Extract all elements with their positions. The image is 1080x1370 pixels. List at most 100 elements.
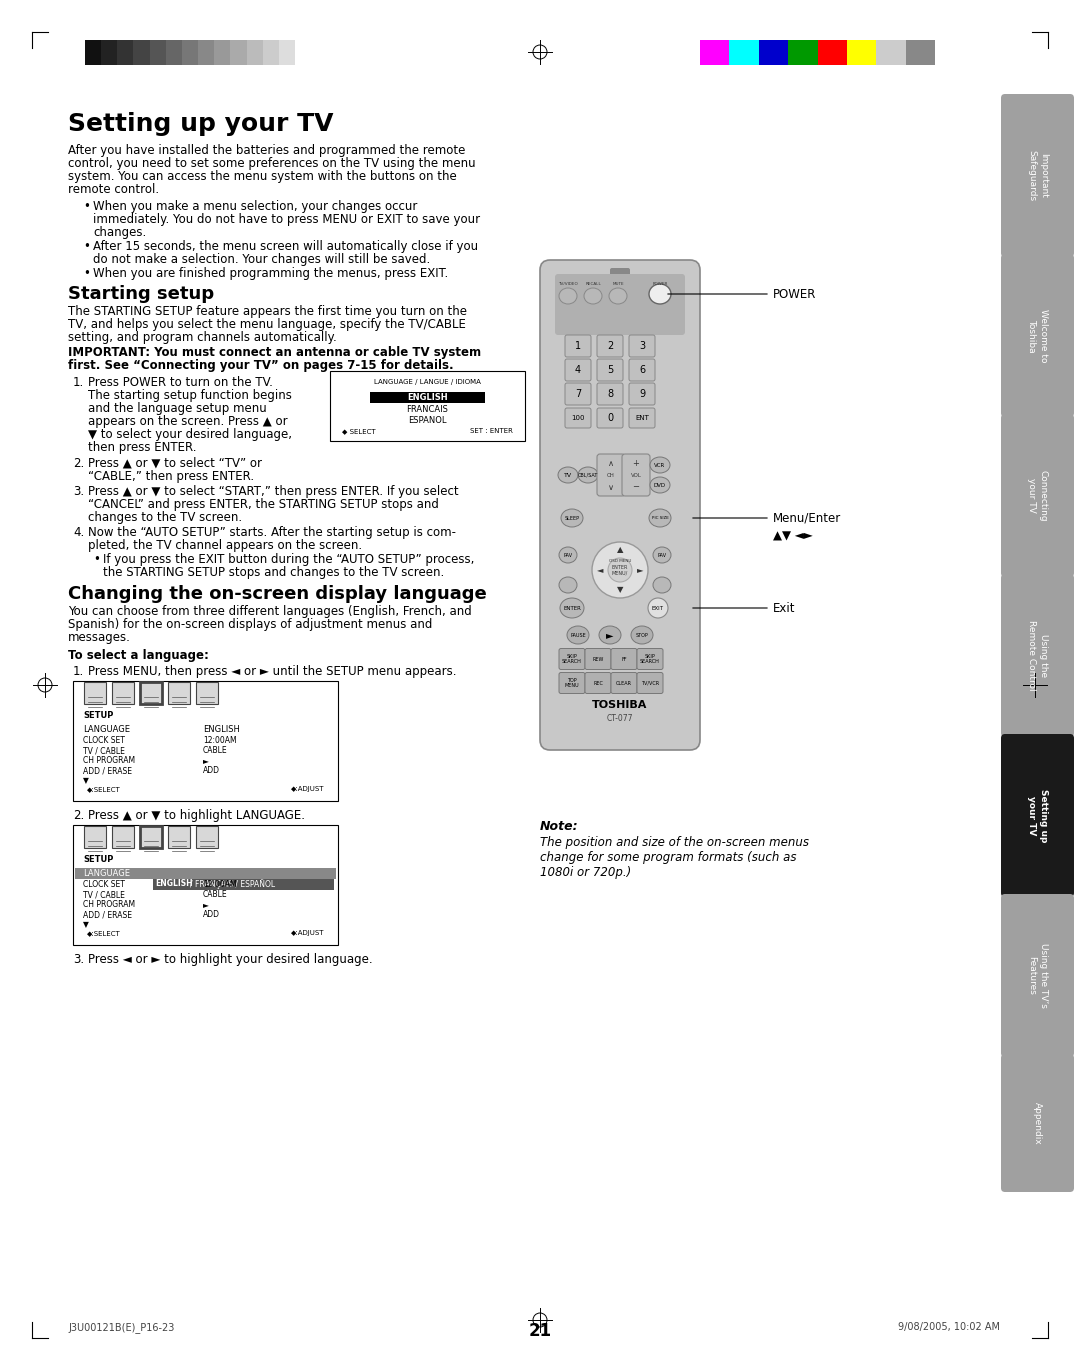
Text: / FRANÇAIS / ESPAÑOL: / FRANÇAIS / ESPAÑOL bbox=[190, 880, 275, 889]
Text: CBL/SAT: CBL/SAT bbox=[578, 473, 598, 478]
Bar bbox=[75, 869, 336, 880]
Text: PAV: PAV bbox=[564, 552, 572, 558]
Text: When you are finished programming the menus, press EXIT.: When you are finished programming the me… bbox=[93, 267, 448, 279]
Bar bbox=[118, 40, 134, 64]
Text: When you make a menu selection, your changes occur: When you make a menu selection, your cha… bbox=[93, 200, 417, 212]
Bar bbox=[370, 392, 485, 403]
Text: SETUP: SETUP bbox=[83, 711, 113, 721]
Text: RECALL: RECALL bbox=[585, 282, 600, 286]
Bar bbox=[330, 371, 525, 441]
Text: PIC SIZE: PIC SIZE bbox=[651, 516, 669, 521]
FancyBboxPatch shape bbox=[622, 453, 650, 496]
FancyBboxPatch shape bbox=[540, 260, 700, 749]
Text: The starting setup function begins: The starting setup function begins bbox=[87, 389, 292, 401]
Text: SLEEP: SLEEP bbox=[565, 515, 580, 521]
Text: REW: REW bbox=[592, 656, 604, 662]
Ellipse shape bbox=[561, 510, 583, 527]
Text: •: • bbox=[83, 200, 90, 212]
Ellipse shape bbox=[650, 458, 670, 473]
Text: Welcome to
Toshiba: Welcome to Toshiba bbox=[1027, 308, 1048, 362]
FancyBboxPatch shape bbox=[1001, 574, 1074, 737]
Text: ENGLISH: ENGLISH bbox=[156, 880, 192, 888]
Text: PAV: PAV bbox=[658, 552, 666, 558]
Text: ADD: ADD bbox=[203, 766, 220, 775]
Text: changes.: changes. bbox=[93, 226, 146, 238]
Text: SKIP
SEARCH: SKIP SEARCH bbox=[562, 653, 582, 664]
Text: Press ▲ or ▼ to select “TV” or: Press ▲ or ▼ to select “TV” or bbox=[87, 458, 262, 470]
FancyBboxPatch shape bbox=[559, 648, 585, 670]
Text: “CANCEL” and press ENTER, the STARTING SETUP stops and: “CANCEL” and press ENTER, the STARTING S… bbox=[87, 499, 438, 511]
Text: “CABLE,” then press ENTER.: “CABLE,” then press ENTER. bbox=[87, 470, 254, 484]
Text: TV/VCR: TV/VCR bbox=[640, 681, 659, 685]
Text: REC: REC bbox=[593, 681, 603, 685]
Text: 100: 100 bbox=[571, 415, 584, 421]
Ellipse shape bbox=[599, 626, 621, 644]
Text: CH PROGRAM: CH PROGRAM bbox=[83, 756, 135, 764]
Text: ▲▼ ◄►: ▲▼ ◄► bbox=[773, 529, 813, 543]
Ellipse shape bbox=[559, 547, 577, 563]
FancyBboxPatch shape bbox=[637, 673, 663, 693]
Text: 1.: 1. bbox=[73, 664, 84, 678]
Bar bbox=[214, 40, 230, 64]
FancyBboxPatch shape bbox=[610, 269, 630, 278]
Text: 6: 6 bbox=[639, 364, 645, 375]
Bar bbox=[73, 681, 338, 801]
Text: 9: 9 bbox=[639, 389, 645, 399]
FancyBboxPatch shape bbox=[629, 336, 654, 358]
Text: ◆:SELECT: ◆:SELECT bbox=[87, 786, 121, 792]
Text: ▲: ▲ bbox=[617, 545, 623, 555]
FancyBboxPatch shape bbox=[585, 673, 611, 693]
Text: ENT: ENT bbox=[635, 415, 649, 421]
Text: TV, and helps you select the menu language, specify the TV/CABLE: TV, and helps you select the menu langua… bbox=[68, 318, 465, 332]
Text: remote control.: remote control. bbox=[68, 184, 159, 196]
Text: EXIT: EXIT bbox=[652, 606, 664, 611]
Text: Menu/Enter: Menu/Enter bbox=[773, 511, 841, 525]
Text: ►: ► bbox=[203, 900, 208, 910]
Text: ◄: ◄ bbox=[597, 566, 604, 574]
Ellipse shape bbox=[584, 288, 602, 304]
Text: •: • bbox=[93, 553, 99, 566]
Text: 1.: 1. bbox=[73, 375, 84, 389]
Text: Press ▲ or ▼ to highlight LANGUAGE.: Press ▲ or ▼ to highlight LANGUAGE. bbox=[87, 810, 305, 822]
Text: ◆:ADJUST: ◆:ADJUST bbox=[291, 930, 324, 936]
Text: Press MENU, then press ◄ or ► until the SETUP menu appears.: Press MENU, then press ◄ or ► until the … bbox=[87, 664, 457, 678]
Text: POWER: POWER bbox=[773, 288, 816, 300]
Text: 2.: 2. bbox=[73, 810, 84, 822]
Bar bbox=[195, 826, 218, 848]
Bar bbox=[84, 826, 106, 848]
Text: do not make a selection. Your changes will still be saved.: do not make a selection. Your changes wi… bbox=[93, 253, 430, 266]
Text: 4: 4 bbox=[575, 364, 581, 375]
Circle shape bbox=[608, 558, 632, 582]
Text: Starting setup: Starting setup bbox=[68, 285, 214, 303]
Ellipse shape bbox=[567, 626, 589, 644]
Bar bbox=[198, 40, 214, 64]
FancyBboxPatch shape bbox=[1001, 1054, 1074, 1192]
Text: You can choose from three different languages (English, French, and: You can choose from three different lang… bbox=[68, 606, 472, 618]
Text: LANGUAGE: LANGUAGE bbox=[83, 869, 130, 878]
Bar bbox=[168, 682, 190, 704]
FancyBboxPatch shape bbox=[559, 673, 585, 693]
FancyBboxPatch shape bbox=[585, 648, 611, 670]
Text: PAUSE: PAUSE bbox=[570, 633, 585, 637]
Text: the STARTING SETUP stops and changes to the TV screen.: the STARTING SETUP stops and changes to … bbox=[103, 566, 444, 580]
Text: appears on the screen. Press ▲ or: appears on the screen. Press ▲ or bbox=[87, 415, 287, 427]
Bar bbox=[279, 40, 295, 64]
FancyBboxPatch shape bbox=[597, 359, 623, 381]
FancyBboxPatch shape bbox=[1001, 895, 1074, 1058]
Text: changes to the TV screen.: changes to the TV screen. bbox=[87, 511, 242, 523]
FancyBboxPatch shape bbox=[637, 648, 663, 670]
Text: +: + bbox=[633, 459, 639, 467]
Text: The position and size of the on-screen menus
change for some program formats (su: The position and size of the on-screen m… bbox=[540, 836, 809, 880]
Text: CH: CH bbox=[607, 473, 615, 478]
Bar bbox=[230, 40, 246, 64]
FancyBboxPatch shape bbox=[611, 648, 637, 670]
Text: SETUP: SETUP bbox=[83, 855, 113, 864]
Text: 0: 0 bbox=[607, 412, 613, 423]
Ellipse shape bbox=[631, 626, 653, 644]
Text: system. You can access the menu system with the buttons on the: system. You can access the menu system w… bbox=[68, 170, 457, 184]
Text: ▼: ▼ bbox=[617, 585, 623, 595]
Text: CLEAR: CLEAR bbox=[616, 681, 632, 685]
FancyBboxPatch shape bbox=[565, 359, 591, 381]
Text: TV / CABLE: TV / CABLE bbox=[83, 890, 125, 899]
Text: FF: FF bbox=[621, 656, 626, 662]
